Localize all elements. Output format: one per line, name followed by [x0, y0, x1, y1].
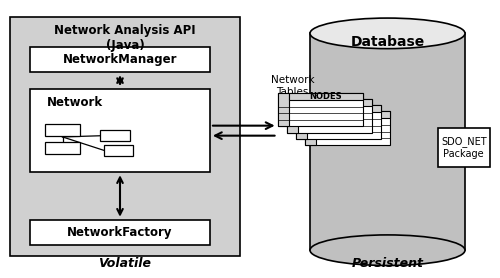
Bar	[30, 89, 210, 172]
Bar	[304, 111, 316, 145]
Text: Network: Network	[47, 96, 103, 109]
Bar	[288, 93, 362, 100]
Text: Network
Tables: Network Tables	[270, 75, 314, 97]
Ellipse shape	[310, 235, 465, 265]
Bar	[278, 93, 362, 126]
Ellipse shape	[310, 18, 465, 49]
Text: NODES: NODES	[309, 92, 342, 101]
Bar	[286, 99, 372, 133]
Text: NetworkManager: NetworkManager	[63, 53, 177, 66]
Text: LINKS: LINKS	[320, 98, 348, 107]
Bar	[296, 105, 306, 139]
Bar	[310, 33, 465, 250]
Bar	[45, 124, 80, 136]
Text: Volatile: Volatile	[98, 257, 152, 270]
Bar	[296, 105, 380, 139]
Bar	[298, 99, 372, 106]
Bar	[278, 93, 288, 126]
Text: Network Analysis API
(Java): Network Analysis API (Java)	[54, 24, 196, 52]
Bar	[304, 111, 390, 145]
Text: SDO_NET
Package: SDO_NET Package	[441, 136, 486, 158]
Text: PLINKS: PLINKS	[336, 110, 370, 120]
Bar	[45, 142, 80, 154]
Text: Persistent: Persistent	[352, 257, 424, 270]
Bar	[30, 47, 210, 72]
Bar	[438, 128, 490, 167]
Bar	[286, 99, 298, 133]
Text: Database: Database	[350, 35, 424, 49]
Text: NetworkFactory: NetworkFactory	[67, 226, 173, 239]
Bar	[10, 17, 240, 256]
Bar	[316, 111, 390, 118]
Bar	[104, 145, 133, 155]
Bar	[30, 220, 210, 245]
Text: PATHS: PATHS	[328, 104, 358, 113]
Bar	[100, 130, 130, 141]
Bar	[306, 105, 380, 112]
